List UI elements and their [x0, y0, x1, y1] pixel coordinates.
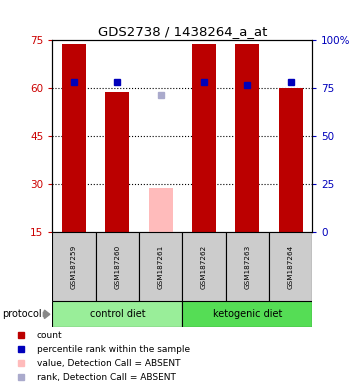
Bar	[192, 43, 216, 232]
Bar	[182, 232, 226, 301]
Bar	[235, 43, 259, 232]
Text: protocol: protocol	[2, 309, 42, 319]
Bar	[269, 232, 312, 301]
Text: GSM187261: GSM187261	[158, 245, 164, 289]
Bar	[139, 232, 182, 301]
Title: GDS2738 / 1438264_a_at: GDS2738 / 1438264_a_at	[97, 25, 267, 38]
FancyArrow shape	[43, 310, 50, 319]
Bar	[279, 88, 303, 232]
Bar	[182, 301, 312, 327]
Text: control diet: control diet	[90, 309, 145, 319]
Bar	[52, 301, 182, 327]
Bar	[105, 91, 129, 232]
Text: percentile rank within the sample: percentile rank within the sample	[37, 345, 190, 354]
Text: GSM187260: GSM187260	[114, 245, 120, 289]
Bar	[96, 232, 139, 301]
Bar	[149, 187, 173, 232]
Text: GSM187263: GSM187263	[244, 245, 250, 289]
Text: ketogenic diet: ketogenic diet	[213, 309, 282, 319]
Text: GSM187262: GSM187262	[201, 245, 207, 289]
Text: GSM187259: GSM187259	[71, 245, 77, 289]
Bar	[62, 43, 86, 232]
Bar	[52, 232, 96, 301]
Bar	[226, 232, 269, 301]
Text: GSM187264: GSM187264	[288, 245, 293, 289]
Text: count: count	[37, 331, 62, 340]
Text: rank, Detection Call = ABSENT: rank, Detection Call = ABSENT	[37, 372, 175, 382]
Text: value, Detection Call = ABSENT: value, Detection Call = ABSENT	[37, 359, 180, 367]
